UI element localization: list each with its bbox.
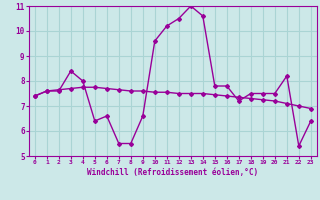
X-axis label: Windchill (Refroidissement éolien,°C): Windchill (Refroidissement éolien,°C)	[87, 168, 258, 177]
